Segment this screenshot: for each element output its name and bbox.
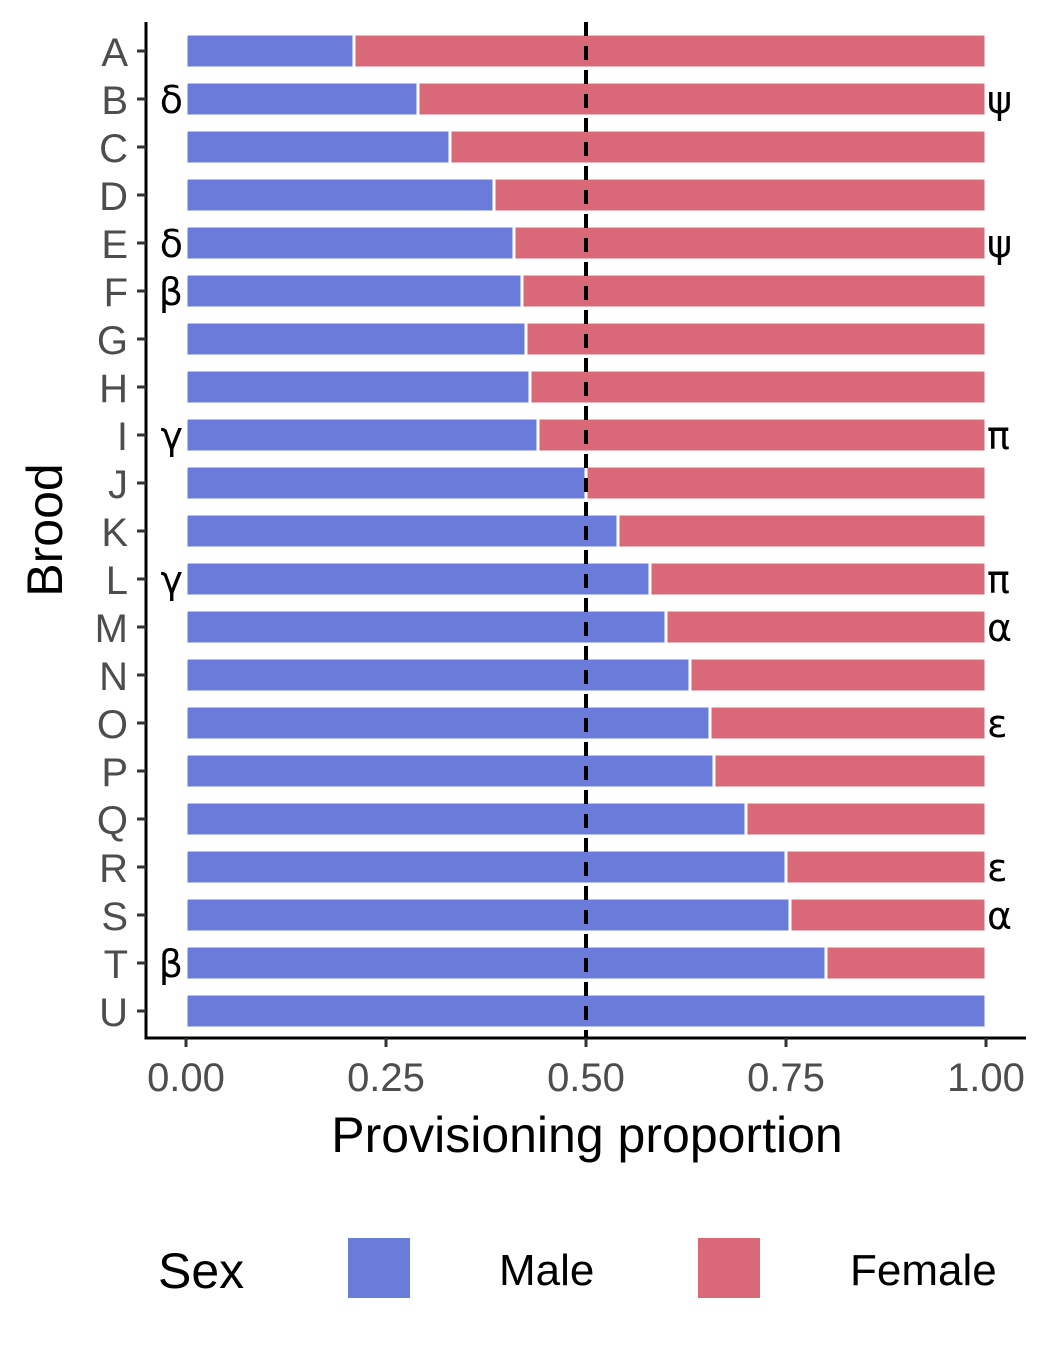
right-annotation-B: ψ	[987, 78, 1012, 122]
bar-female-L	[648, 560, 988, 598]
bar-female-G	[524, 320, 988, 358]
legend-key-female	[698, 1238, 760, 1298]
legend: Sex Male Female	[158, 1238, 997, 1299]
y-tick-label-H: H	[99, 367, 128, 411]
right-annotation-O: ε	[987, 702, 1008, 746]
x-tick-label-0.00: 0.00	[147, 1056, 225, 1100]
bar-male-O	[184, 704, 712, 742]
bar-male-B	[184, 80, 420, 118]
y-tick-label-U: U	[99, 991, 128, 1035]
bar-male-D	[184, 176, 496, 214]
bar-female-M	[664, 608, 988, 646]
right-annotation-L: π	[987, 558, 1010, 602]
bar-female-T	[824, 944, 988, 982]
left-annotation-B: δ	[160, 78, 183, 122]
bar-female-Q	[744, 800, 988, 838]
bar-male-A	[184, 32, 356, 70]
y-tick-label-I: I	[117, 415, 128, 459]
bar-male-I	[184, 416, 540, 454]
y-tick-label-L: L	[106, 559, 128, 603]
bar-male-H	[184, 368, 532, 406]
y-tick-label-M: M	[95, 607, 128, 651]
bar-female-I	[536, 416, 988, 454]
bar-male-P	[184, 752, 716, 790]
y-tick-label-J: J	[108, 463, 128, 507]
bars-layer	[184, 32, 988, 1030]
bar-male-J	[184, 464, 588, 502]
y-tick-label-G: G	[97, 319, 128, 363]
x-tick-label-0.25: 0.25	[347, 1056, 425, 1100]
bar-male-G	[184, 320, 528, 358]
right-annotation-S: α	[987, 894, 1012, 938]
right-annotation-M: α	[987, 606, 1012, 650]
bar-female-D	[492, 176, 988, 214]
bar-female-A	[352, 32, 988, 70]
bar-female-S	[788, 896, 988, 934]
bar-female-F	[520, 272, 988, 310]
left-annotation-E: δ	[160, 222, 183, 266]
bar-male-C	[184, 128, 452, 166]
x-tick-label-0.75: 0.75	[747, 1056, 825, 1100]
right-annotation-E: ψ	[987, 222, 1012, 266]
y-tick-label-O: O	[97, 703, 128, 747]
x-tick-label-0.50: 0.50	[547, 1056, 625, 1100]
bar-male-S	[184, 896, 792, 934]
bar-female-K	[616, 512, 988, 550]
right-annotation-I: π	[987, 414, 1010, 458]
legend-label-female: Female	[850, 1246, 997, 1295]
y-tick-label-B: B	[101, 79, 128, 123]
y-tick-label-N: N	[99, 655, 128, 699]
legend-label-male: Male	[499, 1246, 594, 1295]
right-annotation-R: ε	[987, 846, 1008, 890]
bar-female-N	[688, 656, 988, 694]
bar-female-O	[708, 704, 988, 742]
bar-male-U	[184, 992, 988, 1030]
bar-male-Q	[184, 800, 748, 838]
left-annotation-F: β	[159, 270, 183, 314]
bar-female-H	[528, 368, 988, 406]
y-tick-label-E: E	[101, 223, 128, 267]
bar-male-E	[184, 224, 516, 262]
y-tick-label-K: K	[101, 511, 128, 555]
y-tick-label-C: C	[99, 127, 128, 171]
bar-male-N	[184, 656, 692, 694]
bar-female-J	[584, 464, 988, 502]
y-tick-label-R: R	[99, 847, 128, 891]
y-tick-label-T: T	[104, 943, 128, 987]
x-tick-label-1.00: 1.00	[947, 1056, 1025, 1100]
legend-key-male	[348, 1238, 410, 1298]
bar-female-E	[512, 224, 988, 262]
left-annotation-L: γ	[161, 558, 184, 602]
bar-male-F	[184, 272, 524, 310]
y-tick-label-D: D	[99, 175, 128, 219]
bar-male-L	[184, 560, 652, 598]
y-axis-title: Brood	[17, 463, 73, 596]
bar-female-P	[712, 752, 988, 790]
bar-male-R	[184, 848, 788, 886]
legend-title: Sex	[158, 1243, 244, 1299]
bar-female-B	[416, 80, 988, 118]
y-tick-label-P: P	[101, 751, 128, 795]
bar-male-T	[184, 944, 828, 982]
y-tick-label-S: S	[101, 895, 128, 939]
bar-female-R	[784, 848, 988, 886]
bar-female-C	[448, 128, 988, 166]
y-tick-label-Q: Q	[97, 799, 128, 843]
y-tick-label-F: F	[104, 271, 128, 315]
left-annotation-T: β	[159, 942, 183, 986]
y-tick-label-A: A	[101, 31, 128, 75]
bar-male-K	[184, 512, 620, 550]
x-axis-title: Provisioning proportion	[331, 1107, 842, 1163]
bar-male-M	[184, 608, 668, 646]
left-annotation-I: γ	[161, 414, 184, 458]
x-axis-ticks: 0.00 0.25 0.50 0.75 1.00	[147, 1038, 1025, 1100]
